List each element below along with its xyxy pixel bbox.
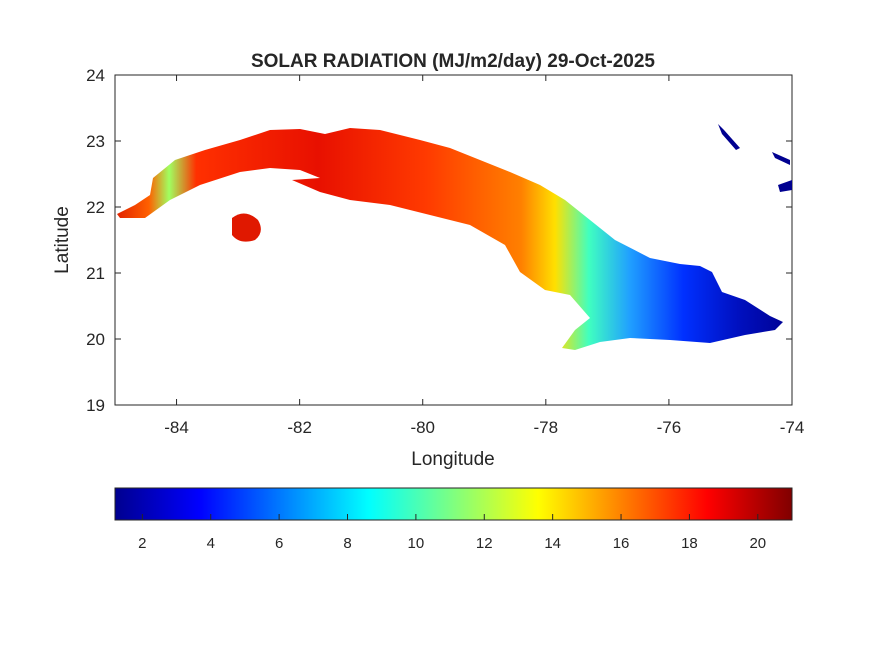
colorbar-tick-label: 20 [749, 535, 766, 552]
radiation-field [117, 124, 792, 350]
x-tick-label: -80 [410, 418, 435, 437]
colorbar-tick-label: 12 [476, 535, 493, 552]
y-tick-label: 21 [86, 264, 105, 283]
x-tick-label: -82 [287, 418, 312, 437]
y-axis-label: Latitude [52, 206, 73, 274]
colorbar-tick-label: 2 [138, 535, 146, 552]
small-island [772, 152, 790, 165]
colorbar-tick-label: 8 [343, 535, 351, 552]
small-island [778, 180, 792, 192]
colorbar-tick-label: 6 [275, 535, 283, 552]
cuba-mainland [117, 128, 783, 350]
colorbar-tick-label: 16 [613, 535, 630, 552]
colorbar-tick-label: 18 [681, 535, 698, 552]
y-tick-label: 19 [86, 396, 105, 415]
y-tick-label: 23 [86, 132, 105, 151]
isla-de-la-juventud [232, 213, 261, 242]
x-axis-label: Longitude [411, 449, 494, 470]
y-tick-label: 20 [86, 330, 105, 349]
colorbar-tick-label: 10 [408, 535, 425, 552]
x-tick-label: -76 [657, 418, 682, 437]
chart-title: SOLAR RADIATION (MJ/m2/day) 29-Oct-2025 [251, 51, 655, 72]
colorbar [114, 487, 793, 521]
y-tick-label: 24 [86, 66, 105, 85]
x-tick-label: -84 [164, 418, 189, 437]
y-tick-label: 22 [86, 198, 105, 217]
x-tick-label: -78 [534, 418, 559, 437]
x-tick-label: -74 [780, 418, 805, 437]
small-island [718, 124, 740, 150]
plot-area [114, 74, 793, 406]
colorbar-tick-label: 14 [544, 535, 561, 552]
colorbar-tick-label: 4 [207, 535, 215, 552]
